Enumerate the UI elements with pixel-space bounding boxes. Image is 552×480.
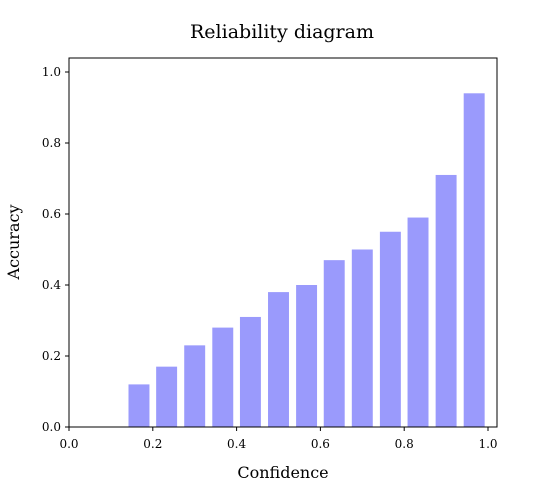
bar-1 bbox=[156, 366, 178, 427]
y-axis-ticks: 0.0 0.2 0.4 0.6 0.8 1.0 bbox=[42, 65, 69, 434]
y-tick-label-2: 0.4 bbox=[42, 278, 61, 292]
bar-5 bbox=[268, 292, 289, 427]
bar-4 bbox=[239, 316, 261, 427]
x-tick-label-3: 0.6 bbox=[311, 437, 330, 451]
x-axis-label: Confidence bbox=[237, 463, 328, 480]
y-tick-label-1: 0.2 bbox=[42, 349, 61, 363]
bar-3 bbox=[212, 327, 234, 427]
bar-12 bbox=[463, 93, 485, 428]
bar-2 bbox=[184, 345, 206, 427]
y-tick-label-3: 0.6 bbox=[42, 207, 61, 221]
bar-10 bbox=[407, 217, 429, 427]
bars-group bbox=[128, 93, 485, 428]
y-axis-label: Accuracy bbox=[4, 205, 23, 281]
chart-title: Reliability diagram bbox=[190, 21, 374, 43]
bar-11 bbox=[435, 174, 457, 427]
bar-6 bbox=[296, 285, 318, 427]
x-tick-label-2: 0.4 bbox=[227, 437, 246, 451]
bar-7 bbox=[323, 260, 345, 427]
y-tick-label-4: 0.8 bbox=[42, 136, 61, 150]
x-tick-label-5: 1.0 bbox=[478, 437, 497, 451]
y-tick-label-5: 1.0 bbox=[42, 65, 61, 79]
bar-9 bbox=[379, 231, 401, 427]
plot-frame bbox=[68, 57, 498, 428]
y-tick-label-0: 0.0 bbox=[42, 420, 61, 434]
bar-0 bbox=[128, 384, 150, 427]
x-tick-label-1: 0.2 bbox=[143, 437, 162, 451]
x-tick-label-4: 0.8 bbox=[395, 437, 414, 451]
x-tick-label-0: 0.0 bbox=[59, 437, 78, 451]
x-axis-ticks: 0.0 0.2 0.4 0.6 0.8 1.0 bbox=[59, 427, 498, 451]
bar-8 bbox=[351, 249, 373, 427]
